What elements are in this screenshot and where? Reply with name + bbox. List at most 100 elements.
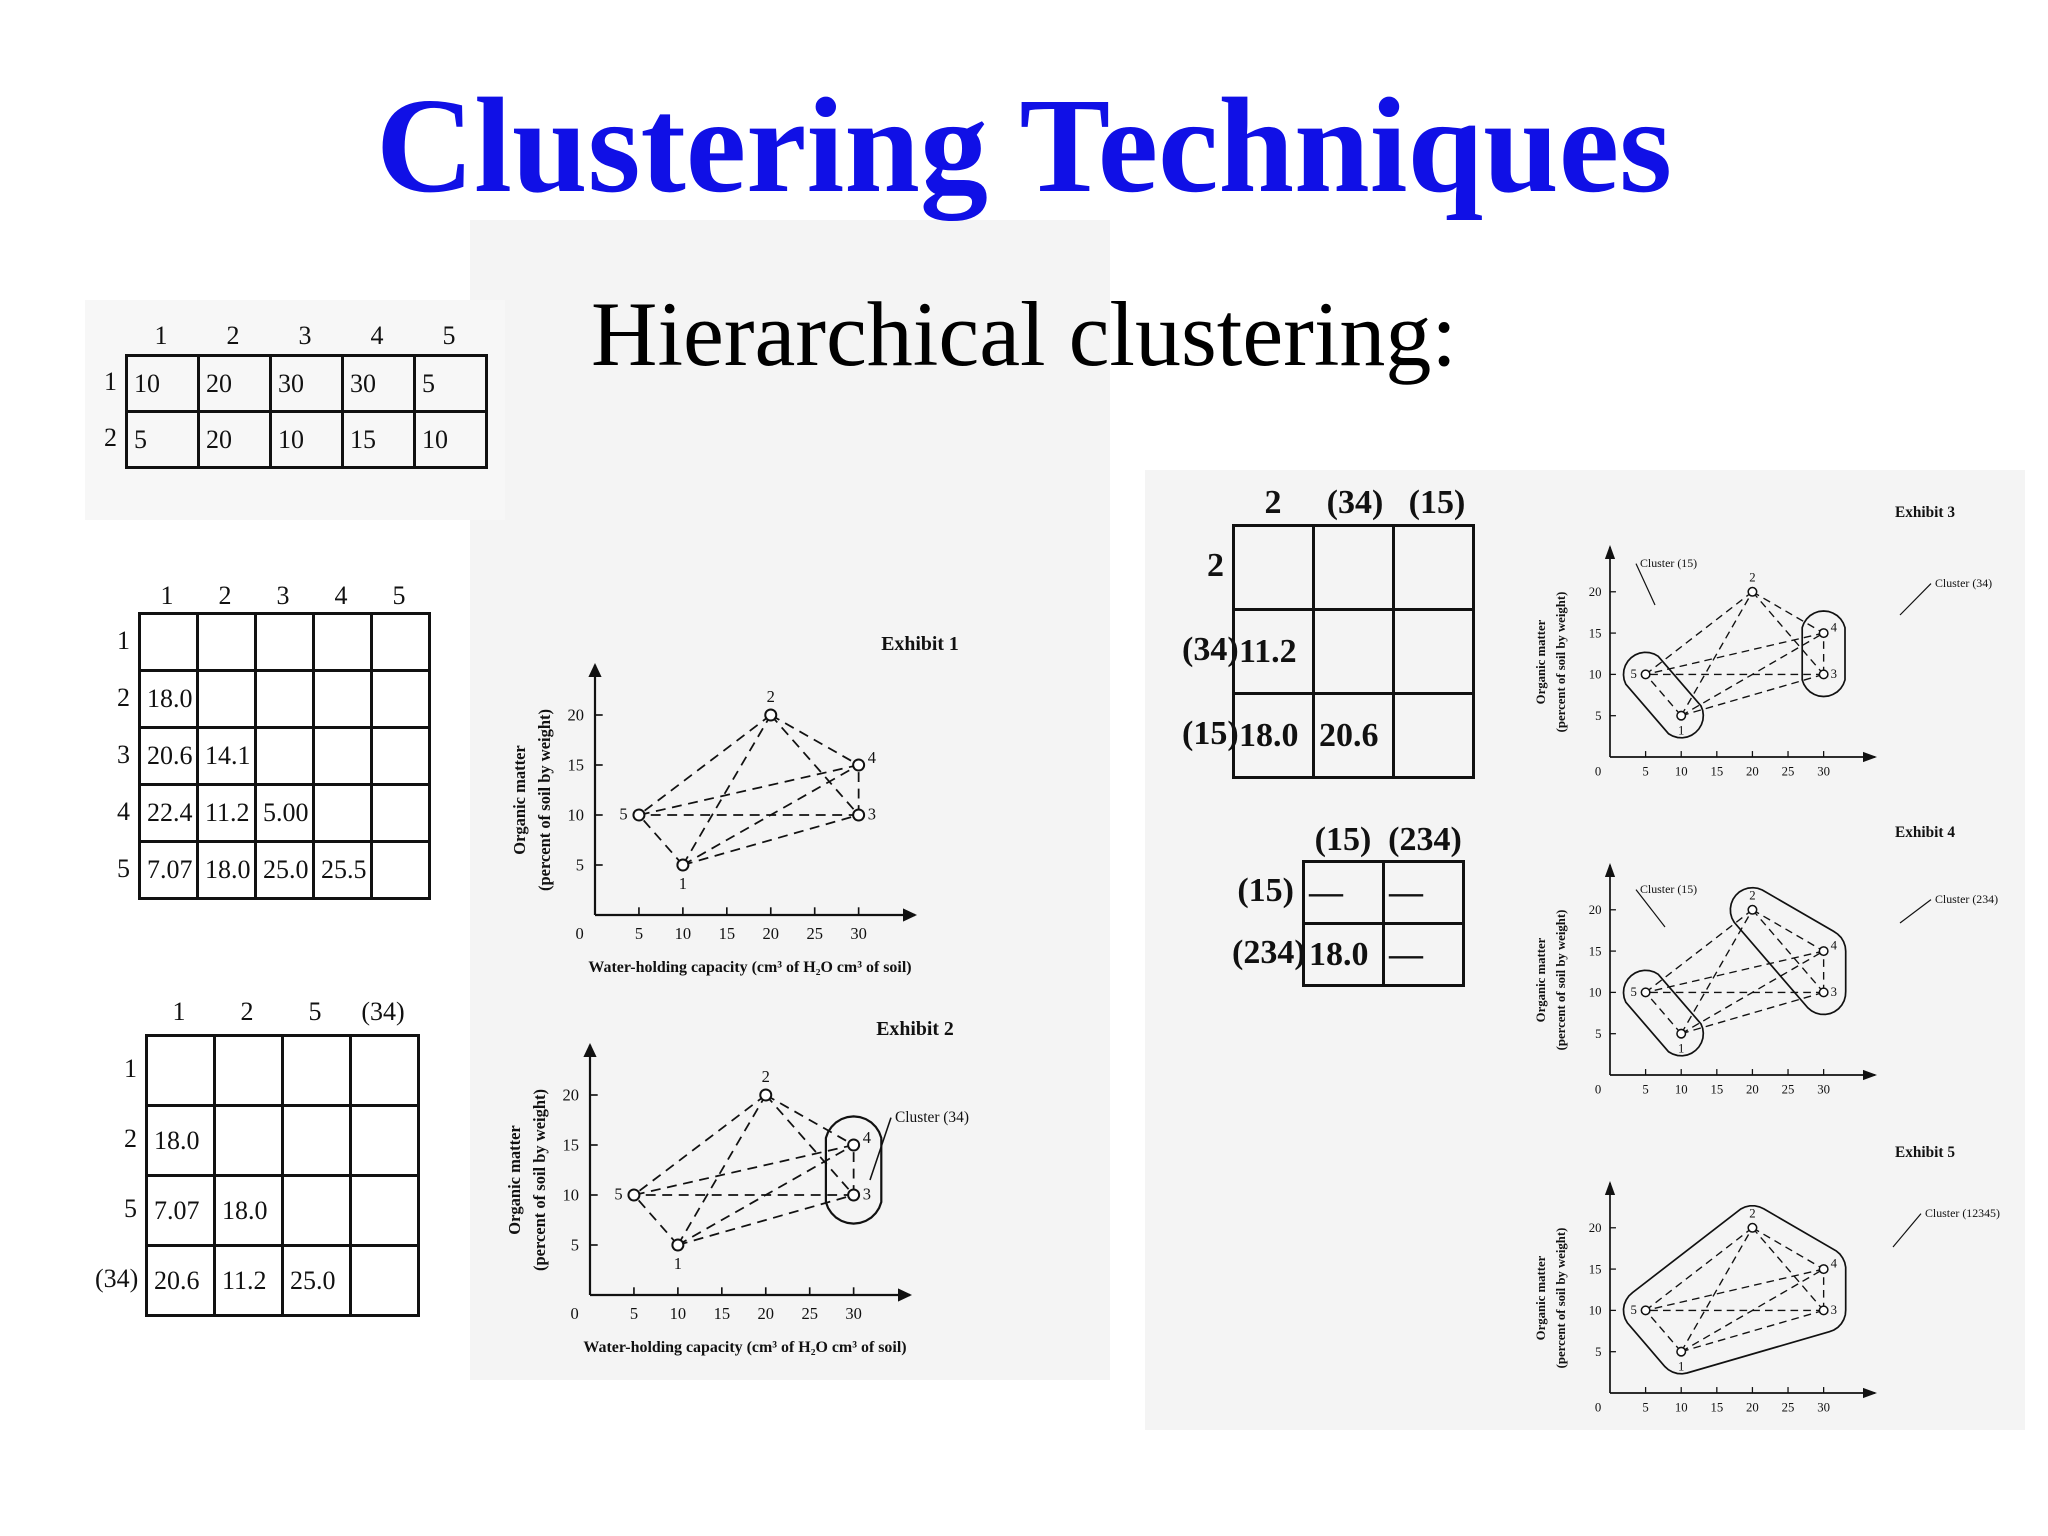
matrix-cell: — bbox=[1382, 860, 1465, 925]
link-line bbox=[765, 1094, 855, 1146]
table-row bbox=[1232, 524, 1475, 611]
data-point bbox=[847, 1188, 861, 1202]
data-point bbox=[1818, 946, 1829, 957]
matrix-cell bbox=[370, 840, 431, 900]
matrix-cell: — bbox=[1382, 922, 1465, 987]
x-tick-label: 25 bbox=[1782, 1401, 1795, 1415]
cluster-label: Cluster (34) bbox=[1935, 576, 1992, 590]
y-tick-label: 20 bbox=[1589, 1221, 1602, 1235]
x-axis-arrow bbox=[903, 908, 917, 922]
matrix-cell bbox=[254, 669, 315, 729]
y-axis-label: Organic matter bbox=[1534, 1255, 1548, 1340]
distance-matrix-step3: 2 (34) (15) 2 (34) (15) 11.2 18.0 20.6 bbox=[1182, 482, 1475, 779]
matrix-cell bbox=[349, 1174, 420, 1247]
cluster-label: Cluster (15) bbox=[1640, 882, 1697, 896]
point-label: 5 bbox=[1631, 1303, 1637, 1317]
column-label: (234) bbox=[1388, 821, 1462, 858]
cluster-pointer bbox=[1899, 583, 1932, 616]
matrix-cell: 18.0 bbox=[138, 669, 199, 729]
matrix-cell: 18.0 bbox=[1302, 922, 1385, 987]
x-tick-label: 25 bbox=[1782, 765, 1795, 779]
x-tick-label: 20 bbox=[1746, 1083, 1759, 1097]
column-label: (15) bbox=[1408, 484, 1466, 521]
x-tick-label: 10 bbox=[1675, 1083, 1688, 1097]
link-line bbox=[633, 1144, 854, 1196]
matrix-cell bbox=[312, 726, 373, 786]
point-label: 4 bbox=[1831, 938, 1838, 952]
y-axis-label: Organic matter bbox=[1534, 937, 1548, 1022]
data-point bbox=[1747, 1222, 1758, 1233]
matrix-cell: 18.0 bbox=[213, 1174, 284, 1247]
exhibit-title: Exhibit 1 bbox=[881, 633, 959, 655]
x-tick-label: 10 bbox=[1675, 1401, 1688, 1415]
matrix-cell: 18.0 bbox=[196, 840, 257, 900]
matrix-cell: 22.4 bbox=[138, 783, 199, 843]
matrix-cell bbox=[1312, 608, 1395, 695]
x-tick-label: 25 bbox=[1782, 1083, 1795, 1097]
column-label: 4 bbox=[370, 321, 384, 350]
link-line bbox=[677, 1094, 767, 1246]
point-label: 3 bbox=[1831, 667, 1837, 681]
x-tick-label: 15 bbox=[719, 924, 736, 943]
matrix-cell bbox=[281, 1104, 352, 1177]
link-line bbox=[1751, 591, 1825, 675]
data-point bbox=[1818, 628, 1829, 639]
link-line bbox=[770, 714, 860, 766]
point-label: 4 bbox=[1831, 620, 1838, 634]
y-tick-label: 5 bbox=[571, 1236, 579, 1255]
table-row: 20.6 11.2 25.0 bbox=[145, 1244, 420, 1317]
point-label: 3 bbox=[1831, 985, 1837, 999]
x-tick-label: 15 bbox=[1710, 1401, 1723, 1415]
table-row: — — bbox=[1302, 860, 1465, 925]
table-row: 18.0 20.6 bbox=[1232, 692, 1475, 779]
matrix-grid: 18.0 20.6 14.1 22.4 11.2 5.00 7.07 18.0 25.0 25.5 bbox=[138, 612, 431, 900]
table-row bbox=[145, 1034, 420, 1107]
x-tick-label: 5 bbox=[1642, 765, 1648, 779]
point-label: 2 bbox=[1749, 889, 1755, 903]
cluster-pointer bbox=[1892, 1213, 1922, 1248]
exhibit-title: Exhibit 5 bbox=[1895, 1144, 1955, 1161]
column-label: 5 bbox=[442, 321, 456, 350]
matrix-cell: 30 bbox=[341, 354, 416, 413]
matrix-grid: 18.0 7.07 18.0 20.6 11.2 25.0 bbox=[145, 1034, 420, 1317]
link-line bbox=[1645, 909, 1753, 993]
table-row: 5 20 10 15 10 bbox=[125, 410, 488, 469]
page-subtitle: Hierarchical clustering: bbox=[591, 283, 1457, 385]
table-row: 7.07 18.0 bbox=[145, 1174, 420, 1247]
matrix-cell: 30 bbox=[269, 354, 344, 413]
row-label: 1 bbox=[117, 626, 130, 655]
link-line bbox=[1752, 591, 1824, 634]
data-point bbox=[1747, 904, 1758, 915]
row-label: 4 bbox=[117, 797, 130, 826]
data-point bbox=[1676, 1346, 1687, 1357]
data-point bbox=[676, 858, 690, 872]
matrix-cell bbox=[281, 1034, 352, 1107]
y-axis-arrow bbox=[1604, 863, 1616, 877]
point-label: 5 bbox=[614, 1184, 622, 1203]
point-label: 5 bbox=[1631, 985, 1637, 999]
y-axis-label: Organic matter bbox=[510, 745, 529, 855]
exhibit-title: Exhibit 4 bbox=[1895, 824, 1955, 841]
data-point bbox=[1818, 987, 1829, 998]
x-tick-label: 25 bbox=[806, 924, 823, 943]
y-axis-arrow bbox=[1604, 1181, 1616, 1195]
row-label: 3 bbox=[117, 740, 130, 769]
matrix-grid: 10 20 30 30 5 5 20 10 15 10 bbox=[125, 354, 488, 469]
x-tick-label: 5 bbox=[630, 1304, 638, 1323]
row-label: 2 bbox=[1207, 547, 1224, 584]
row-label: 5 bbox=[124, 1194, 137, 1223]
x-axis-arrow bbox=[1863, 1069, 1877, 1081]
column-label: 2 bbox=[218, 581, 232, 610]
x-tick-label: 30 bbox=[850, 924, 867, 943]
x-tick-label: 20 bbox=[758, 1304, 775, 1323]
row-label: 2 bbox=[104, 423, 117, 452]
cluster-label: Cluster (12345) bbox=[1925, 1206, 2000, 1220]
matrix-cell: 5 bbox=[125, 410, 200, 469]
link-line bbox=[1680, 591, 1754, 717]
y-tick-label: 15 bbox=[1589, 626, 1602, 640]
table-row: 10 20 30 30 5 bbox=[125, 354, 488, 413]
point-label: 1 bbox=[679, 874, 687, 893]
data-point bbox=[627, 1188, 641, 1202]
cluster-label: Cluster (234) bbox=[1935, 892, 1998, 906]
exhibit-title: Exhibit 2 bbox=[876, 1018, 954, 1040]
